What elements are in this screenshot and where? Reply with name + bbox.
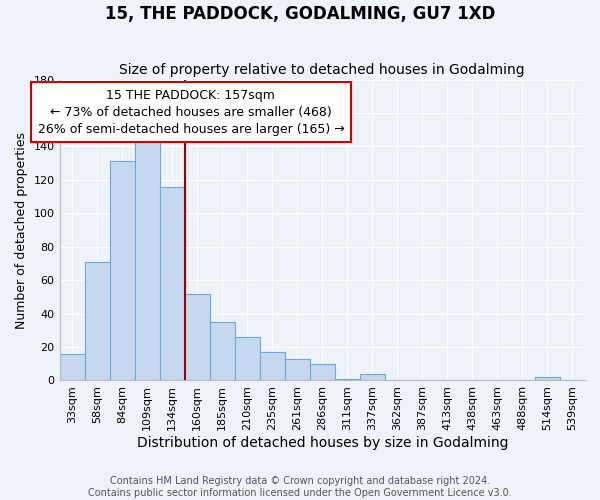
X-axis label: Distribution of detached houses by size in Godalming: Distribution of detached houses by size … <box>137 436 508 450</box>
Bar <box>235 337 260 380</box>
Bar <box>310 364 335 380</box>
Y-axis label: Number of detached properties: Number of detached properties <box>15 132 28 328</box>
Bar <box>85 262 110 380</box>
Bar <box>209 322 235 380</box>
Text: 15, THE PADDOCK, GODALMING, GU7 1XD: 15, THE PADDOCK, GODALMING, GU7 1XD <box>105 5 495 23</box>
Bar <box>110 162 134 380</box>
Text: 15 THE PADDOCK: 157sqm
← 73% of detached houses are smaller (468)
26% of semi-de: 15 THE PADDOCK: 157sqm ← 73% of detached… <box>38 88 344 136</box>
Bar <box>285 358 310 380</box>
Bar <box>535 377 560 380</box>
Bar <box>360 374 385 380</box>
Bar <box>185 294 209 380</box>
Bar <box>335 379 360 380</box>
Bar <box>260 352 285 380</box>
Title: Size of property relative to detached houses in Godalming: Size of property relative to detached ho… <box>119 63 525 77</box>
Bar <box>134 133 160 380</box>
Bar <box>59 354 85 380</box>
Text: Contains HM Land Registry data © Crown copyright and database right 2024.
Contai: Contains HM Land Registry data © Crown c… <box>88 476 512 498</box>
Bar <box>160 186 185 380</box>
